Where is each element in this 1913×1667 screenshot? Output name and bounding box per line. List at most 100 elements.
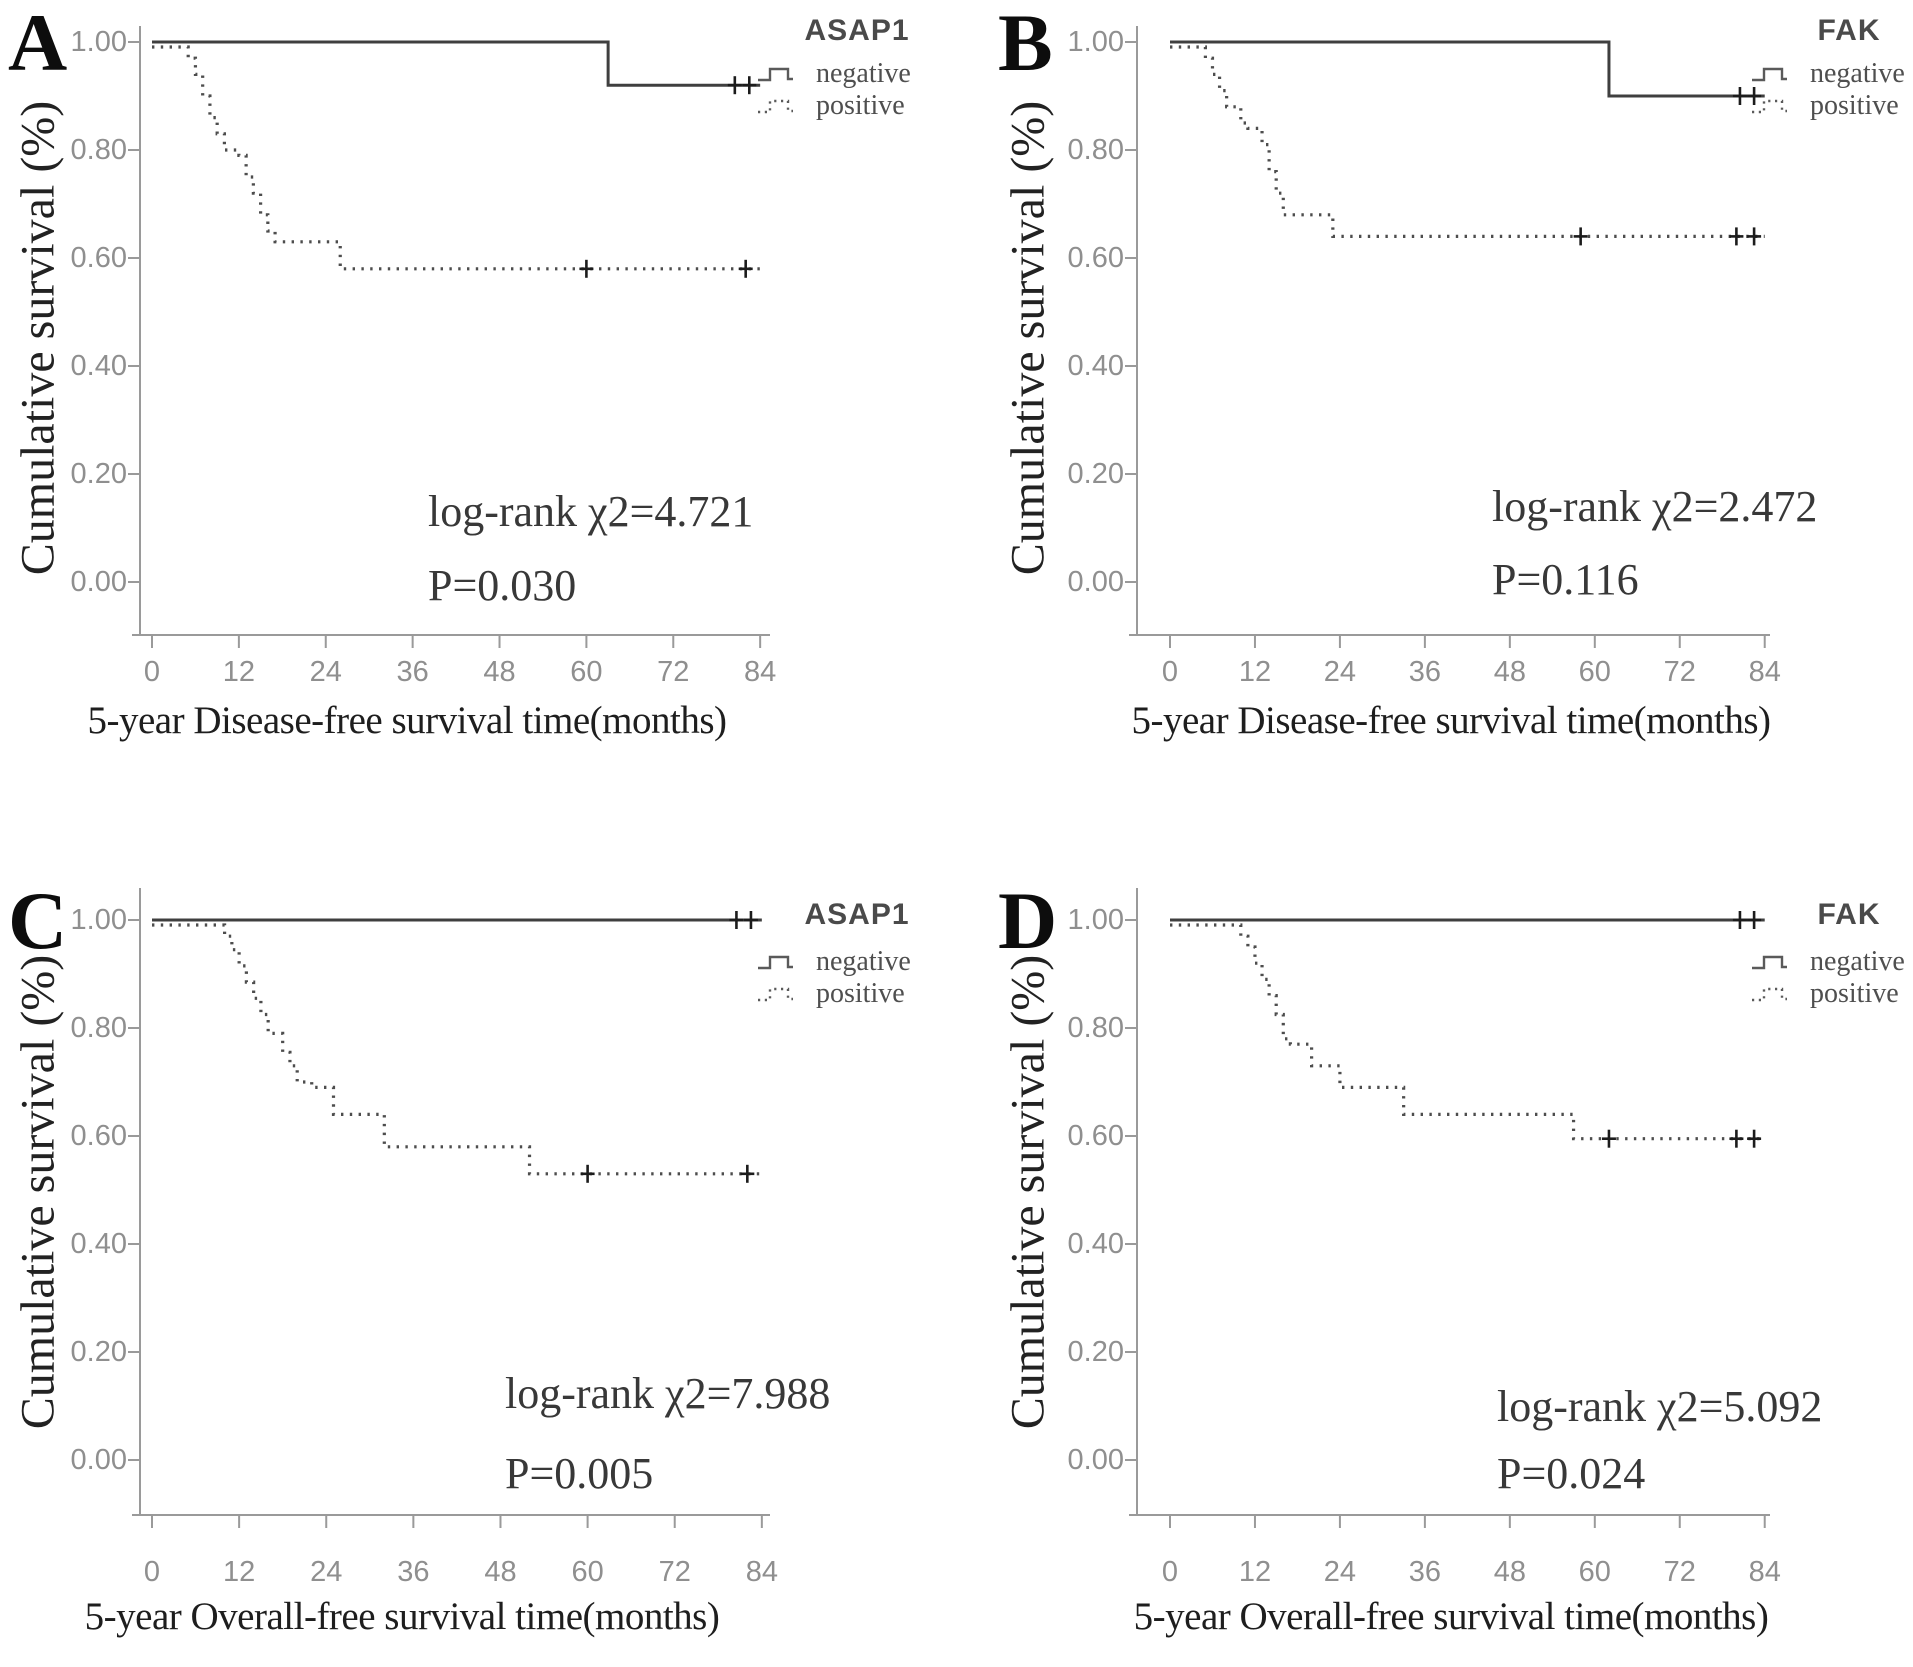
panel-b-legend-item-positive: positive — [1751, 92, 1899, 120]
km-plot-A: 0.00 0.20 0.40 0.60 0.80 1.00 0 12 24 36 48 60 72 84 — [71, 26, 776, 688]
x-tick-label: 48 — [1494, 656, 1526, 688]
panel-d-legend-title: FAK — [1817, 898, 1881, 931]
panel-c-pvalue-text: P=0.005 — [505, 1449, 654, 1498]
y-tick-label: 0.40 — [1068, 1228, 1124, 1260]
panel-a-pvalue-text: P=0.030 — [428, 561, 577, 610]
legend-label: positive — [816, 978, 905, 1009]
panel-d-y-axis-label: Cumulative survival (%) — [1001, 954, 1055, 1430]
panel-b-y-axis-label: Cumulative survival (%) — [1001, 100, 1055, 576]
panel-c-legend-title: ASAP1 — [804, 898, 910, 931]
panel-d-x-axis-label: 5-year Overall-free survival time(months… — [1133, 1595, 1769, 1638]
panel-c-legend-item-negative: negative — [757, 948, 911, 976]
y-tick-label: 0.60 — [1068, 242, 1124, 274]
x-tick-label: 24 — [1324, 656, 1356, 688]
y-tick-label: 0.60 — [71, 242, 127, 274]
dotted-step-line-icon — [1752, 99, 1787, 114]
solid-step-line-icon — [758, 955, 793, 970]
panel-c-letter: C — [8, 875, 68, 966]
x-tick-label: 0 — [144, 656, 160, 688]
x-tick-label: 24 — [310, 656, 342, 688]
legend-label: positive — [1810, 978, 1899, 1009]
y-tick-label: 0.40 — [1068, 350, 1124, 382]
y-tick-label: 1.00 — [1068, 904, 1124, 936]
y-tick-label: 0.20 — [71, 1336, 127, 1368]
panel-a-y-axis-label: Cumulative survival (%) — [11, 100, 65, 576]
y-tick-label: 0.20 — [1068, 458, 1124, 490]
x-tick-label: 72 — [1664, 656, 1696, 688]
x-tick-label: 60 — [571, 1556, 603, 1588]
panel-d-logrank-text: log-rank χ2=5.092 — [1497, 1382, 1823, 1431]
y-tick-label: 0.00 — [1068, 1444, 1124, 1476]
panel-a-x-axis-label: 5-year Disease-free survival time(months… — [87, 699, 728, 742]
dotted-step-line-icon — [758, 987, 793, 1002]
km-plot-D: 0.00 0.20 0.40 0.60 0.80 1.00 0 12 24 36 48 60 72 84 — [1068, 888, 1781, 1588]
y-tick-label: 0.80 — [1068, 134, 1124, 166]
x-tick-label: 0 — [144, 1556, 160, 1588]
panel-a-legend-item-negative: negative — [757, 60, 911, 88]
x-tick-label: 84 — [746, 1556, 778, 1588]
x-tick-label: 0 — [1162, 1556, 1178, 1588]
legend-label: positive — [816, 90, 905, 121]
y-tick-label: 1.00 — [71, 904, 127, 936]
y-tick-label: 0.80 — [71, 134, 127, 166]
x-tick-label: 84 — [744, 656, 776, 688]
km-curve-A-positive — [152, 45, 761, 271]
x-tick-label: 60 — [1579, 656, 1611, 688]
legend-label: negative — [1810, 58, 1905, 89]
x-tick-label: 0 — [1162, 656, 1178, 688]
solid-step-line-icon — [1752, 67, 1787, 82]
y-tick-label: 0.00 — [71, 566, 127, 598]
km-curve-C-positive — [152, 923, 762, 1176]
legend-label: positive — [1810, 90, 1899, 121]
solid-step-line-icon — [1752, 955, 1787, 970]
km-curve-D-positive — [1170, 923, 1765, 1141]
solid-step-line-icon — [758, 67, 793, 82]
x-tick-label: 60 — [570, 656, 602, 688]
panel-d-letter: D — [998, 875, 1058, 966]
km-plot-B: 0.00 0.20 0.40 0.60 0.80 1.00 0 12 24 36 48 60 72 84 — [1068, 26, 1781, 688]
x-tick-label: 48 — [1494, 1556, 1526, 1588]
x-tick-label: 48 — [483, 656, 515, 688]
panel-a-legend-title: ASAP1 — [804, 14, 910, 47]
x-tick-label: 36 — [397, 656, 429, 688]
x-tick-label: 24 — [310, 1556, 342, 1588]
x-tick-label: 12 — [1239, 656, 1271, 688]
x-tick-label: 36 — [397, 1556, 429, 1588]
panel-a-letter: A — [8, 0, 68, 88]
panel-b-x-axis-label: 5-year Disease-free survival time(months… — [1131, 699, 1772, 742]
x-tick-label: 24 — [1324, 1556, 1356, 1588]
panel-a-legend-item-positive: positive — [757, 92, 905, 120]
x-tick-label: 12 — [1239, 1556, 1271, 1588]
x-tick-label: 84 — [1749, 1556, 1781, 1588]
panel-d-pvalue-text: P=0.024 — [1497, 1449, 1646, 1498]
x-tick-label: 72 — [659, 1556, 691, 1588]
y-tick-label: 0.20 — [1068, 1336, 1124, 1368]
y-tick-label: 1.00 — [1068, 26, 1124, 58]
panel-b-logrank-text: log-rank χ2=2.472 — [1492, 482, 1818, 531]
panel-c-logrank-text: log-rank χ2=7.988 — [505, 1369, 831, 1418]
y-tick-label: 0.40 — [71, 350, 127, 382]
x-tick-label: 72 — [657, 656, 689, 688]
y-tick-label: 0.40 — [71, 1228, 127, 1260]
panel-a-logrank-text: log-rank χ2=4.721 — [428, 487, 754, 536]
y-tick-label: 0.80 — [1068, 1012, 1124, 1044]
km-curve-B-negative — [1170, 40, 1765, 98]
panel-b-letter: B — [998, 0, 1053, 88]
x-tick-label: 36 — [1409, 1556, 1441, 1588]
x-tick-label: 60 — [1579, 1556, 1611, 1588]
x-tick-label: 72 — [1664, 1556, 1696, 1588]
panel-c-x-axis-label: 5-year Overall-free survival time(months… — [84, 1595, 720, 1638]
panel-c-y-axis-label: Cumulative survival (%) — [11, 954, 65, 1430]
y-tick-label: 0.80 — [71, 1012, 127, 1044]
y-tick-label: 0.00 — [71, 1444, 127, 1476]
panel-d-legend-item-negative: negative — [1751, 948, 1905, 976]
y-tick-label: 0.60 — [1068, 1120, 1124, 1152]
panel-b-legend-title: FAK — [1817, 14, 1881, 47]
y-tick-label: 0.00 — [1068, 566, 1124, 598]
panel-d-legend-item-positive: positive — [1751, 980, 1899, 1008]
legend-label: negative — [816, 946, 911, 977]
km-curve-A-negative — [152, 40, 761, 87]
km-curve-B-positive — [1170, 45, 1765, 238]
